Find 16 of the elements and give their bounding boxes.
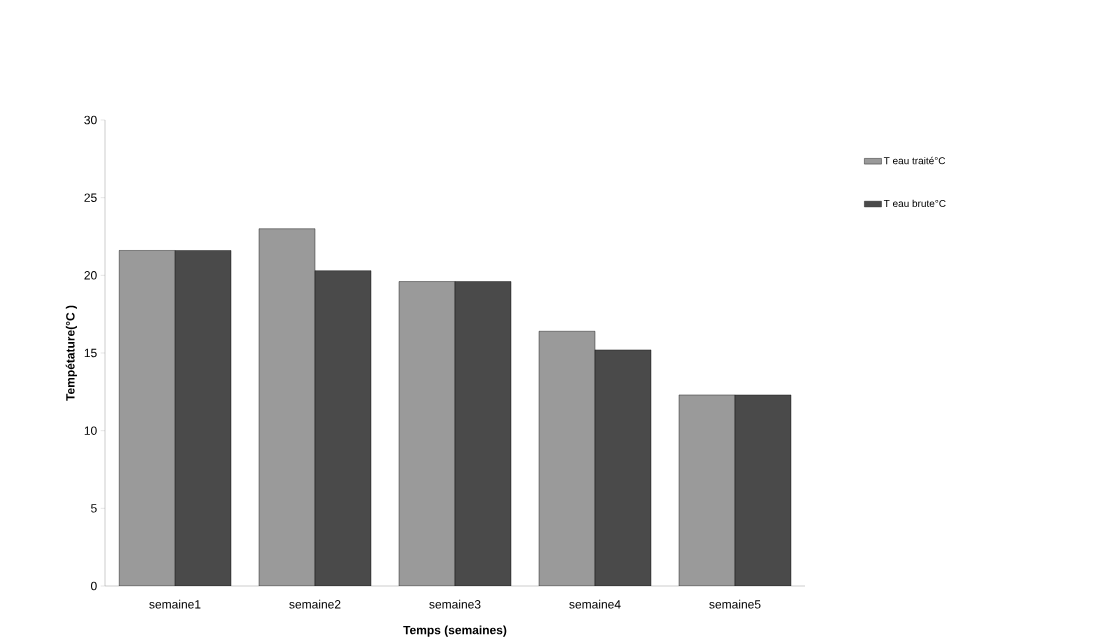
legend-label: T eau traité°C (883, 156, 946, 165)
x-tick-label: semaine3 (429, 599, 481, 609)
x-tick-label: semaine1 (149, 599, 201, 609)
x-tick-label: semaine5 (709, 599, 761, 609)
y-tick-label: 30 (84, 115, 97, 125)
x-axis-title: Temps (semaines) (403, 625, 507, 637)
x-tick-label: semaine2 (289, 599, 341, 609)
legend-label: T eau brute°C (883, 199, 946, 208)
y-tick-label: 20 (84, 271, 97, 280)
y-tick-label: 10 (84, 426, 97, 435)
y-tick-label: 15 (84, 348, 97, 358)
x-tick-label: semaine4 (569, 599, 621, 609)
y-tick-label: 0 (91, 581, 97, 591)
y-tick-label: 5 (91, 504, 97, 513)
y-tick-label: 25 (84, 193, 97, 202)
y-axis-title: Tempétature(°C ) (65, 305, 77, 401)
